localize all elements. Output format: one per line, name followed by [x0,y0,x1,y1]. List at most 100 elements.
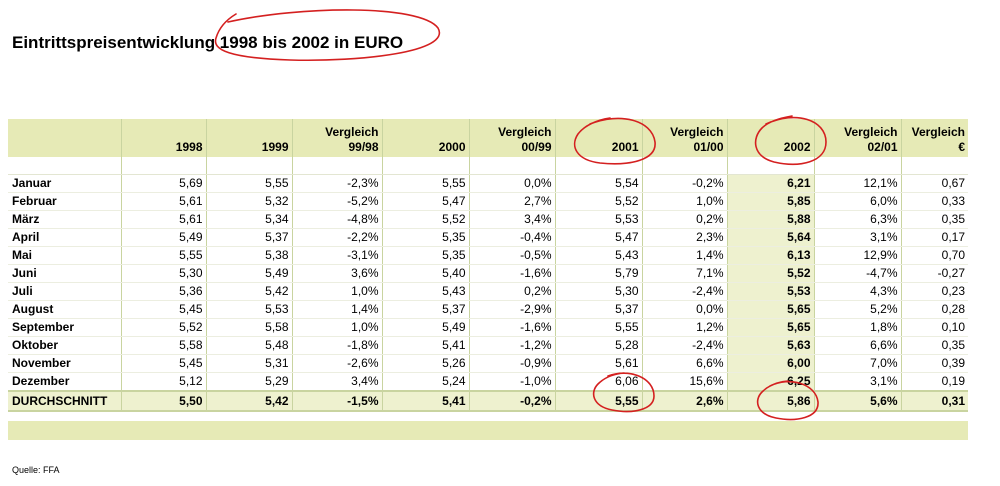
table-cell: -2,2% [292,228,383,247]
month-label: April [8,228,122,247]
table-cell: -2,6% [292,354,383,373]
table-row: Juni 5,30 5,49 3,6% 5,40 -1,6% 5,79 7,1% 5,52 -4,… [8,264,968,283]
table-footer-bar [8,421,968,440]
month-label: Juli [8,282,122,301]
average-cell: -0,2% [469,390,556,412]
table-cell: -0,5% [469,246,556,265]
table-cell: 6,00 [727,354,815,373]
column-header-line1: Vergleich [325,125,379,139]
table-cell: 0,35 [901,336,968,355]
table-cell: 5,52 [121,318,207,337]
month-label: September [8,318,122,337]
table-cell: -0,27 [901,264,968,283]
table-cell: 5,41 [382,336,470,355]
table-cell: 5,85 [727,192,815,211]
table-cell: -5,2% [292,192,383,211]
table-cell: 0,19 [901,372,968,392]
table-cell: 6,25 [727,372,815,392]
table-cell: 5,45 [121,300,207,319]
table-cell: 5,43 [555,246,643,265]
table-cell: 6,0% [814,192,902,211]
column-header: 2001 [555,119,643,157]
column-header: Vergleich € [901,119,968,157]
column-header-line1 [386,125,466,140]
table-row: Januar 5,69 5,55 -2,3% 5,55 0,0% 5,54 -0,2% 6,21… [8,174,968,193]
table-cell: 5,69 [121,174,207,193]
table-cell: 3,4% [292,372,383,392]
table-cell: -4,8% [292,210,383,229]
table-cell: 5,36 [121,282,207,301]
table-cell: 5,37 [555,300,643,319]
table-cell: 5,34 [206,210,293,229]
column-header-line1 [125,125,203,140]
table-cell: 6,06 [555,372,643,392]
month-label: Juni [8,264,122,283]
table-cell: 5,55 [382,174,470,193]
average-cell: 5,42 [206,390,293,412]
table-cell: -1,8% [292,336,383,355]
table-cell: 5,37 [206,228,293,247]
table-cell: 5,37 [382,300,470,319]
table-cell: 0,2% [469,282,556,301]
table-cell: 5,2% [814,300,902,319]
table-cell: 5,63 [727,336,815,355]
table-cell: 7,0% [814,354,902,373]
table-cell: 5,52 [555,192,643,211]
month-label: November [8,354,122,373]
table-cell: 5,58 [206,318,293,337]
month-label: Dezember [8,372,122,392]
table-cell: 5,54 [555,174,643,193]
average-cell: 5,50 [121,390,207,412]
table-cell: 5,40 [382,264,470,283]
month-label: Januar [8,174,122,193]
column-header: Vergleich 01/00 [642,119,728,157]
table-cell: 5,47 [555,228,643,247]
column-header-line2: 1998 [175,140,203,154]
table-cell: 0,35 [901,210,968,229]
table-cell: 5,49 [121,228,207,247]
price-table: 1998 1999 Vergleich 99/98 2000 Vergleich 00/… [8,119,968,412]
column-header-line2: 1999 [261,140,289,154]
table-cell: 12,1% [814,174,902,193]
table-cell: 6,6% [814,336,902,355]
table-row: September 5,52 5,58 1,0% 5,49 -1,6% 5,55 1,2% 5,… [8,318,968,337]
table-cell: 7,1% [642,264,728,283]
table-cell: 5,48 [206,336,293,355]
column-header-line1 [559,125,639,140]
table-cell: 5,30 [555,282,643,301]
table-cell: 0,28 [901,300,968,319]
column-header-line2: 2002 [783,140,811,154]
column-header: 2000 [382,119,470,157]
page-title: Eintrittspreisentwicklung 1998 bis 2002 … [12,33,404,52]
table-cell: 2,7% [469,192,556,211]
average-cell: 5,55 [555,390,643,412]
average-cell: 5,41 [382,390,470,412]
table-cell: 5,53 [206,300,293,319]
table-cell: 5,45 [121,354,207,373]
table-cell: -1,6% [469,318,556,337]
table-cell: 0,33 [901,192,968,211]
table-cell: 5,53 [727,282,815,301]
table-cell: 5,32 [206,192,293,211]
column-header-line2: € [958,140,965,154]
table-cell: 5,31 [206,354,293,373]
column-header: 1998 [121,119,207,157]
table-cell: 1,4% [292,300,383,319]
table-cell: 5,61 [555,354,643,373]
table-cell: 0,2% [642,210,728,229]
column-header: 2002 [727,119,815,157]
table-cell: -1,2% [469,336,556,355]
table-cell: 2,3% [642,228,728,247]
month-label: Mai [8,246,122,265]
table-cell: 5,29 [206,372,293,392]
column-header-line1: Vergleich [498,125,552,139]
table-cell: 5,35 [382,228,470,247]
table-cell: 0,0% [469,174,556,193]
column-header-line1 [210,125,289,140]
table-cell: 15,6% [642,372,728,392]
average-cell: -1,5% [292,390,383,412]
column-header-line1 [11,140,118,155]
table-cell: 5,79 [555,264,643,283]
table-cell: 1,0% [292,282,383,301]
table-cell: 5,61 [121,192,207,211]
